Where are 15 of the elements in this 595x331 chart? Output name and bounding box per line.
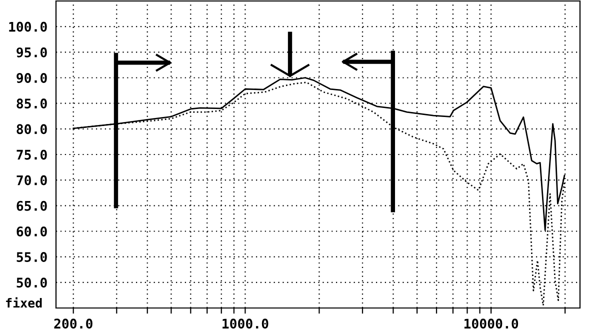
x-tick-label: 200.0 [54,318,92,329]
y-tick-label: 100.0 [9,22,47,32]
x-tick-label: 10000.0 [464,318,518,329]
y-tick-label: 65.0 [16,200,47,211]
y-tick-label: 75.0 [16,150,47,160]
x-tick-label: 1000.0 [222,318,268,329]
y-tick-label: 50.0 [16,278,47,288]
y-tick-label: 85.0 [16,98,47,109]
y-tick-label: 55.0 [16,252,47,262]
y-tick-label: 90.0 [16,72,47,84]
text: fixed [6,297,42,308]
y-tick-label: 80.0 [16,124,47,134]
y-tick-label: 95.0 [16,47,47,58]
y-tick-label: 70.0 [16,175,47,186]
y-tick-label: 60.0 [16,226,47,236]
